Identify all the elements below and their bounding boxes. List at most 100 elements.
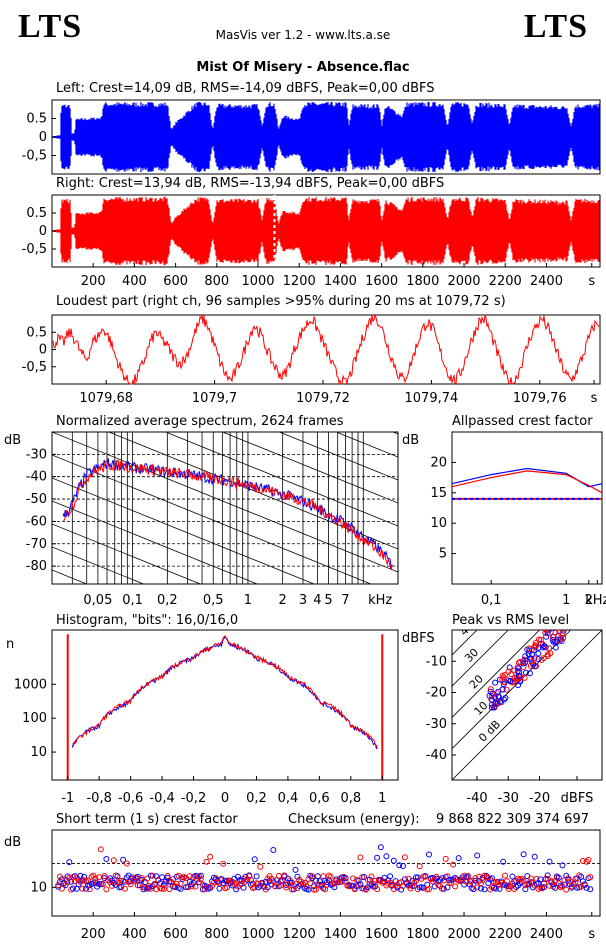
short-term-point (481, 886, 488, 893)
short-term-point (537, 876, 544, 883)
short-term-point (496, 881, 503, 888)
short-term-point (286, 879, 293, 886)
short-term-point (207, 853, 214, 860)
short-term-point (411, 882, 418, 889)
x-tick-label: 200 (81, 927, 106, 942)
x-tick-label: 2000 (447, 274, 480, 289)
peak-rms-point (543, 633, 550, 640)
short-term-point (84, 877, 91, 884)
peak-rms-point (499, 686, 506, 693)
checksum-label: Checksum (energy): (288, 812, 420, 827)
x-tick-label: 0,5 (203, 593, 224, 608)
short-term-point (185, 884, 191, 891)
peak-rms-point (529, 651, 536, 658)
x-tick-label: 1000 (241, 927, 274, 942)
short-term-point (246, 873, 253, 880)
short-term-point (309, 873, 316, 880)
short-term-point (209, 882, 216, 889)
x-tick-label: 0,2 (157, 593, 178, 608)
short-term-point (368, 873, 375, 880)
peak-rms-point (560, 635, 567, 642)
x-tick-label: 1000 (241, 274, 274, 289)
peak-rms-point (554, 630, 560, 632)
crest-diagonal-label: 10 (471, 699, 490, 718)
peak-rms-point (521, 674, 528, 681)
allpass-title: Allpassed crest factor (452, 414, 593, 429)
allpass-series-right (451, 470, 603, 494)
short-term-point (566, 878, 573, 885)
y-tick-label: -50 (26, 492, 47, 507)
y-tick-label: 0.5 (26, 206, 47, 221)
short-term-point (127, 881, 134, 888)
short-term-point (294, 873, 301, 880)
y-tick-label: -60 (26, 514, 47, 529)
short-term-point (164, 872, 171, 879)
peak-rms-point (552, 644, 559, 651)
peak-rms-point (514, 664, 521, 671)
short-term-point (359, 874, 366, 881)
x-tick-label: 1600 (365, 274, 398, 289)
x-tick-label: 0 (221, 791, 229, 806)
peak-rms-point (535, 650, 542, 657)
short-term-point (403, 881, 410, 887)
peak-rms-point (544, 653, 551, 660)
short-term-point (257, 863, 264, 870)
y-tick-label: 0 (39, 224, 47, 239)
short-term-point (468, 877, 475, 884)
short-term-point (568, 883, 575, 890)
peak-rms-point (514, 675, 521, 682)
crest-diagonal-label: 40 (457, 628, 476, 638)
short-term-point (400, 863, 406, 869)
short-term-point (357, 854, 364, 861)
short-term-point (233, 880, 240, 887)
y-axis-label: dB (402, 433, 419, 448)
short-term-point (216, 885, 223, 892)
x-tick-label: -40 (466, 791, 487, 806)
short-term-point (496, 885, 503, 892)
y-tick-label: -30 (426, 717, 447, 732)
y-tick-label: 10 (430, 516, 447, 531)
short-term-point (275, 872, 282, 879)
short-term-point (426, 851, 432, 858)
short-term-point (361, 874, 368, 880)
short-term-point (520, 851, 527, 858)
short-term-point (86, 886, 93, 893)
short-term-point (555, 874, 562, 881)
short-term-point (585, 856, 592, 863)
short-term-point (307, 880, 314, 887)
short-term-point (509, 873, 516, 880)
y-tick-label: 5 (439, 547, 447, 562)
x-tick-label: 2 (279, 593, 287, 608)
short-term-point (431, 883, 438, 890)
y-tick-label: -0,5 (22, 360, 47, 375)
checksum-value: 9 868 822 309 374 697 (436, 812, 589, 827)
short-term-point (563, 886, 570, 893)
short-term-point (541, 884, 547, 891)
x-tick-label: 1400 (324, 274, 357, 289)
x-tick-label: 2 (585, 593, 593, 608)
x-tick-label: -0,2 (181, 791, 206, 806)
y-tick-label: -80 (26, 559, 47, 574)
peak-rms-point (500, 674, 507, 681)
short-term-point (253, 873, 260, 880)
short-term-point (474, 884, 481, 891)
short-term-point (262, 878, 269, 885)
short-term-point (413, 874, 419, 881)
short-term-point (194, 873, 201, 880)
short-term-point (559, 862, 566, 869)
short-term-point (416, 863, 423, 870)
short-term-point (472, 877, 479, 884)
histogram-title: Histogram, "bits": 16,0/16,0 (56, 613, 239, 628)
short-term-point (175, 872, 182, 879)
short-term-point (411, 879, 418, 886)
short-term-point (377, 844, 384, 851)
y-tick-label: -0,5 (22, 242, 47, 257)
x-tick-label: 4 (313, 593, 321, 608)
loudest-part-chart: 0.5 0 -0,5 1079,68 1079,7 1079,72 1079,74 1079,… (22, 313, 601, 406)
y-tick-label: 20 (430, 455, 447, 470)
x-tick-label: 1800 (406, 274, 439, 289)
short-term-point (374, 854, 381, 861)
short-term-point (197, 876, 204, 883)
x-tick-label: -0,8 (86, 791, 111, 806)
peak-rms-point (492, 679, 499, 686)
